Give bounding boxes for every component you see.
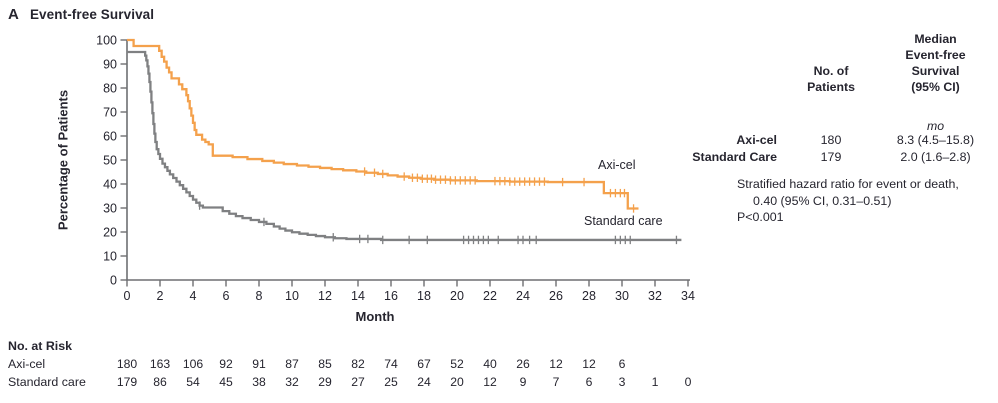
y-tick-label: 80	[103, 81, 117, 95]
risk-row-label-standard-care: Standard care	[8, 375, 86, 389]
risk-count: 82	[351, 357, 365, 371]
risk-count: 106	[182, 357, 204, 371]
x-tick-label: 8	[256, 289, 263, 303]
panel-letter: A	[8, 6, 19, 23]
risk-count: 24	[417, 375, 431, 389]
x-tick-label: 10	[285, 289, 299, 303]
x-tick-label: 28	[582, 289, 596, 303]
summary-row-label: Standard Care	[692, 150, 777, 164]
x-tick-label: 6	[223, 289, 230, 303]
risk-count: 20	[450, 375, 464, 389]
risk-count: 92	[219, 357, 233, 371]
summary-header-patients: No. of Patients	[807, 64, 855, 94]
x-tick-label: 32	[648, 289, 662, 303]
x-tick-label: 18	[417, 289, 431, 303]
risk-count: 40	[483, 357, 497, 371]
risk-count: 3	[618, 375, 626, 389]
risk-row-label-axicel: Axi-cel	[8, 357, 46, 371]
summary-header-median: Median Event-free Survival (95% CI)	[905, 32, 966, 94]
x-tick-label: 2	[157, 289, 164, 303]
x-axis-label: Month	[355, 309, 395, 324]
x-tick-label: 0	[124, 289, 131, 303]
x-tick-label: 26	[549, 289, 563, 303]
x-tick-label: 20	[450, 289, 464, 303]
hazard-ratio-note: Stratified hazard ratio for event or dea…	[737, 176, 959, 226]
curve-standard-care	[127, 50, 682, 242]
risk-count: 87	[285, 357, 299, 371]
risk-count: 12	[549, 357, 563, 371]
risk-table-title: No. at Risk	[8, 339, 73, 353]
x-tick-label: 22	[483, 289, 497, 303]
risk-count: 7	[552, 375, 560, 389]
summary-patients-value: 180	[820, 133, 842, 147]
x-tick-label: 24	[516, 289, 530, 303]
risk-count: 1	[651, 375, 659, 389]
risk-count: 45	[219, 375, 233, 389]
hazard-line-2: 0.40 (95% CI, 0.31–0.51)	[753, 193, 892, 208]
risk-count: 29	[318, 375, 332, 389]
y-tick-label: 90	[103, 57, 117, 71]
y-tick-label: 70	[103, 105, 117, 119]
curve-axicel	[127, 38, 639, 210]
y-tick-label: 10	[103, 249, 117, 263]
x-tick-label: 14	[351, 289, 365, 303]
y-tick-label: 40	[103, 177, 117, 191]
risk-count: 163	[149, 357, 171, 371]
risk-count: 12	[483, 375, 497, 389]
summary-row-label: Axi-cel	[736, 133, 777, 147]
risk-count: 9	[519, 375, 527, 389]
risk-count: 67	[417, 357, 431, 371]
risk-count: 6	[585, 375, 593, 389]
summary-median-value: 2.0 (1.6–2.8)	[900, 150, 971, 164]
risk-count: 32	[285, 375, 299, 389]
hazard-line-1: Stratified hazard ratio for event or dea…	[737, 177, 959, 191]
risk-count: 26	[516, 357, 530, 371]
risk-count: 179	[116, 375, 138, 389]
summary-patients-value: 179	[820, 150, 842, 164]
y-tick-label: 20	[103, 225, 117, 239]
x-tick-label: 30	[615, 289, 629, 303]
summary-median-value: 8.3 (4.5–15.8)	[896, 133, 975, 147]
curve-label-axicel: Axi-cel	[598, 158, 636, 172]
risk-count: 52	[450, 357, 464, 371]
risk-count: 38	[252, 375, 266, 389]
risk-count: 6	[618, 357, 626, 371]
risk-count: 74	[384, 357, 398, 371]
risk-count: 12	[582, 357, 596, 371]
y-tick-label: 50	[103, 153, 117, 167]
x-tick-label: 4	[190, 289, 197, 303]
x-tick-label: 12	[318, 289, 332, 303]
y-tick-label: 0	[110, 273, 117, 287]
risk-count: 0	[684, 375, 692, 389]
x-tick-label: 16	[384, 289, 398, 303]
p-value: P<0.001	[737, 210, 784, 224]
panel-heading: Event-free Survival	[29, 7, 155, 22]
y-tick-label: 30	[103, 201, 117, 215]
risk-count: 180	[116, 357, 138, 371]
y-tick-label: 60	[103, 129, 117, 143]
y-tick-label: 100	[96, 33, 117, 47]
risk-count: 85	[318, 357, 332, 371]
risk-count: 86	[153, 375, 167, 389]
curve-label-standard-care: Standard care	[584, 214, 663, 228]
summary-unit: mo	[926, 119, 945, 133]
panel-title: A Event-free Survival	[8, 6, 154, 23]
risk-count: 54	[186, 375, 200, 389]
risk-count: 27	[351, 375, 365, 389]
risk-count: 91	[252, 357, 266, 371]
x-tick-label: 34	[681, 289, 695, 303]
risk-count: 25	[384, 375, 398, 389]
